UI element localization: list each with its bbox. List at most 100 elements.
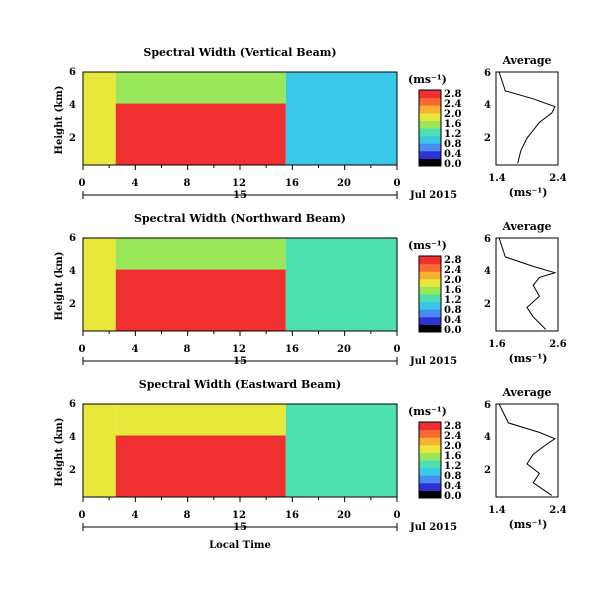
x-tick-label: 12 bbox=[232, 344, 246, 355]
colorbar-tick-label: 1.2 bbox=[444, 295, 461, 306]
avg-x-tick-label: 2.4 bbox=[549, 173, 566, 184]
colorbar-frame bbox=[418, 255, 442, 333]
colorbar-swatch bbox=[419, 286, 441, 295]
x-tick-label: 8 bbox=[184, 510, 191, 521]
heatmap bbox=[83, 404, 397, 497]
colorbar-tick-label: 2.4 bbox=[444, 431, 461, 442]
colorbar-tick-label: 0.4 bbox=[444, 481, 461, 492]
y-tick-label: 2 bbox=[69, 465, 76, 476]
y-tick-label: 6 bbox=[69, 67, 76, 78]
colorbar-swatch bbox=[419, 316, 441, 325]
avg-x-tick-label: 1.6 bbox=[488, 339, 505, 350]
x-tick-label: 0 bbox=[394, 344, 401, 355]
y-tick-label: 4 bbox=[69, 266, 76, 277]
colorbar-tick-label: 1.2 bbox=[444, 129, 461, 140]
heatmap-cell bbox=[115, 269, 286, 331]
colorbar-unit: (ms⁻¹) bbox=[408, 239, 447, 252]
avg-unit: (ms⁻¹) bbox=[509, 518, 548, 531]
x-tick-label: 12 bbox=[232, 510, 246, 521]
colorbar-swatch bbox=[419, 309, 441, 318]
avg-y-tick-label: 6 bbox=[484, 234, 491, 245]
colorbar-tick-label: 2.8 bbox=[444, 421, 461, 432]
y-axis-label: Height (km) bbox=[54, 86, 65, 155]
colorbar-swatch bbox=[419, 263, 441, 272]
avg-x-tick-label: 1.4 bbox=[488, 505, 505, 516]
avg-y-tick-label: 4 bbox=[484, 266, 491, 277]
colorbar-tick-label: 0.4 bbox=[444, 315, 461, 326]
colorbar-swatch bbox=[419, 490, 441, 499]
heatmap-cell bbox=[285, 238, 397, 331]
colorbar-swatch bbox=[419, 256, 441, 265]
colorbar-swatch bbox=[419, 460, 441, 469]
colorbar-tick-label: 0.8 bbox=[444, 305, 461, 316]
heatmap-cell bbox=[115, 103, 286, 165]
avg-x-tick-label: 2.4 bbox=[549, 505, 566, 516]
colorbar-tick-label: 0.0 bbox=[444, 325, 461, 336]
colorbar-tick-label: 2.0 bbox=[444, 275, 461, 286]
avg-y-tick-label: 2 bbox=[484, 465, 491, 476]
avg-y-tick-label: 4 bbox=[484, 432, 491, 443]
heatmap-cell bbox=[285, 72, 397, 165]
avg-y-tick-label: 6 bbox=[484, 400, 491, 411]
avg-y-tick-label: 6 bbox=[484, 68, 491, 79]
colorbar-swatch bbox=[419, 452, 441, 461]
heatmap-cell bbox=[115, 238, 286, 270]
y-tick-label: 6 bbox=[69, 233, 76, 244]
colorbar-tick-label: 0.0 bbox=[444, 159, 461, 170]
average-profile-line bbox=[498, 403, 556, 496]
avg-y-tick-label: 4 bbox=[484, 100, 491, 111]
average-title: Average bbox=[501, 220, 551, 233]
colorbar-swatch bbox=[419, 112, 441, 121]
x-tick-label: 0 bbox=[79, 510, 86, 521]
colorbar-frame bbox=[418, 421, 442, 499]
y-tick-label: 2 bbox=[69, 299, 76, 310]
colorbar-swatch bbox=[419, 97, 441, 106]
x-tick-label: 0 bbox=[79, 178, 86, 189]
x-tick-label: 20 bbox=[337, 510, 351, 521]
average-frame bbox=[495, 71, 559, 166]
panel-vertical: Spectral Width (Vertical Beam) 6 4 2 Hei… bbox=[54, 46, 567, 201]
colorbar-swatch bbox=[419, 301, 441, 310]
colorbar-tick-label: 2.4 bbox=[444, 265, 461, 276]
panel-eastward: Spectral Width (Eastward Beam) 6 4 2 Hei… bbox=[54, 378, 567, 533]
x-tick-label: 8 bbox=[184, 178, 191, 189]
colorbar-tick-label: 1.6 bbox=[444, 119, 461, 130]
heatmap-cell bbox=[83, 404, 116, 497]
x-tick-label: 8 bbox=[184, 344, 191, 355]
avg-y-tick-label: 2 bbox=[484, 133, 491, 144]
y-axis-label: Height (km) bbox=[54, 252, 65, 321]
time-ticks bbox=[82, 331, 398, 336]
colorbar-tick-label: 2.8 bbox=[444, 255, 461, 266]
panel-title: Spectral Width (Vertical Beam) bbox=[143, 46, 336, 59]
average-title: Average bbox=[501, 386, 551, 399]
colorbar: 0.00.40.81.21.62.02.42.8 bbox=[418, 421, 461, 502]
colorbar-swatch bbox=[419, 324, 441, 333]
colorbar-swatch bbox=[419, 444, 441, 453]
avg-x-tick-label: 1.4 bbox=[488, 173, 505, 184]
x-tick-label: 4 bbox=[132, 178, 139, 189]
time-ticks bbox=[82, 497, 398, 502]
panel-northward: Spectral Width (Northward Beam) 6 4 2 He… bbox=[54, 212, 567, 367]
x-tick-label: 20 bbox=[337, 344, 351, 355]
colorbar-swatch bbox=[419, 105, 441, 114]
heatmap-cell bbox=[83, 238, 116, 331]
avg-x-tick-label: 2.6 bbox=[549, 339, 566, 350]
month-label: Jul 2015 bbox=[409, 522, 457, 533]
colorbar-swatch bbox=[419, 271, 441, 280]
colorbar-swatch bbox=[419, 475, 441, 484]
y-axis-label: Height (km) bbox=[54, 418, 65, 487]
y-tick-label: 4 bbox=[69, 100, 76, 111]
x-tick-label: 16 bbox=[285, 178, 299, 189]
colorbar-tick-label: 1.2 bbox=[444, 461, 461, 472]
colorbar-tick-label: 0.4 bbox=[444, 149, 461, 160]
heatmap-cell bbox=[285, 404, 397, 497]
x-tick-label: 20 bbox=[337, 178, 351, 189]
colorbar-tick-label: 2.0 bbox=[444, 441, 461, 452]
month-label: Jul 2015 bbox=[409, 356, 457, 367]
day-label: 15 bbox=[233, 356, 247, 367]
average-profile-line bbox=[498, 237, 557, 330]
colorbar-swatch bbox=[419, 90, 441, 99]
y-tick-label: 6 bbox=[69, 399, 76, 410]
